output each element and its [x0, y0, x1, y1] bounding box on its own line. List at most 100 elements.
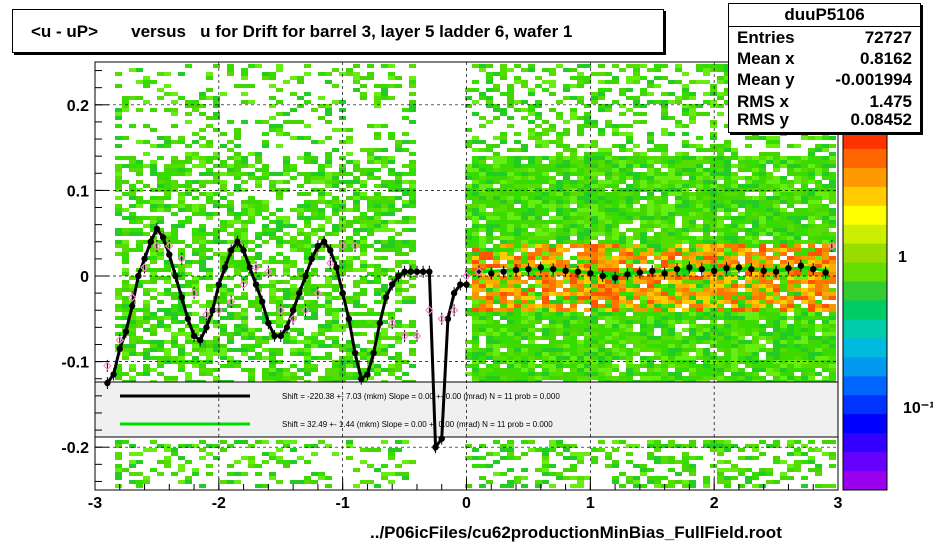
heatmap-cell	[255, 180, 262, 184]
heatmap-cell	[528, 364, 535, 368]
heatmap-cell	[213, 352, 220, 356]
heatmap-cell	[542, 164, 549, 168]
heatmap-cell	[535, 212, 542, 216]
heatmap-cell	[668, 328, 675, 332]
heatmap-cell	[514, 360, 521, 364]
heatmap-cell	[283, 332, 290, 336]
heatmap-cell	[283, 172, 290, 176]
heatmap-cell	[521, 348, 528, 352]
heatmap-cell	[325, 156, 332, 160]
heatmap-cell	[619, 276, 626, 280]
heatmap-cell	[395, 288, 402, 292]
heatmap-cell	[626, 108, 633, 112]
heatmap-cell	[521, 440, 528, 444]
heatmap-cell	[472, 344, 479, 348]
heatmap-cell	[612, 168, 619, 172]
heatmap-cell	[612, 308, 619, 312]
heatmap-cell	[234, 212, 241, 216]
heatmap-cell	[507, 360, 514, 364]
heatmap-cell	[185, 244, 192, 248]
heatmap-cell	[794, 280, 801, 284]
heatmap-cell	[486, 228, 493, 232]
heatmap-cell	[381, 84, 388, 88]
heatmap-cell	[374, 364, 381, 368]
heatmap-cell	[311, 188, 318, 192]
heatmap-cell	[500, 324, 507, 328]
heatmap-cell	[514, 108, 521, 112]
heatmap-cell	[143, 140, 150, 144]
heatmap-cell	[129, 232, 136, 236]
heatmap-cell	[766, 240, 773, 244]
heatmap-cell	[549, 344, 556, 348]
heatmap-cell	[745, 444, 752, 448]
heatmap-cell	[241, 324, 248, 328]
heatmap-cell	[668, 172, 675, 176]
heatmap-cell	[199, 128, 206, 132]
heatmap-cell	[465, 172, 472, 176]
heatmap-cell	[626, 160, 633, 164]
heatmap-cell	[171, 308, 178, 312]
heatmap-cell	[570, 196, 577, 200]
heatmap-cell	[178, 368, 185, 372]
heatmap-cell	[493, 352, 500, 356]
heatmap-cell	[682, 340, 689, 344]
heatmap-cell	[619, 180, 626, 184]
heatmap-cell	[752, 368, 759, 372]
heatmap-cell	[535, 252, 542, 256]
heatmap-cell	[136, 160, 143, 164]
heatmap-cell	[206, 444, 213, 448]
heatmap-cell	[500, 188, 507, 192]
heatmap-cell	[528, 312, 535, 316]
heatmap-cell	[647, 248, 654, 252]
heatmap-cell	[633, 364, 640, 368]
heatmap-cell	[696, 104, 703, 108]
heatmap-cell	[619, 132, 626, 136]
heatmap-cell	[164, 340, 171, 344]
heatmap-cell	[612, 480, 619, 484]
heatmap-cell	[661, 240, 668, 244]
heatmap-cell	[626, 268, 633, 272]
heatmap-cell	[745, 232, 752, 236]
heatmap-cell	[325, 372, 332, 376]
heatmap-cell	[479, 252, 486, 256]
heatmap-cell	[199, 252, 206, 256]
heatmap-cell	[591, 336, 598, 340]
heatmap-cell	[507, 116, 514, 120]
heatmap-cell	[206, 156, 213, 160]
heatmap-cell	[136, 80, 143, 84]
heatmap-cell	[514, 208, 521, 212]
heatmap-cell	[682, 108, 689, 112]
heatmap-cell	[269, 116, 276, 120]
heatmap-cell	[514, 220, 521, 224]
heatmap-cell	[500, 456, 507, 460]
heatmap-cell	[556, 300, 563, 304]
heatmap-cell	[717, 468, 724, 472]
heatmap-cell	[388, 184, 395, 188]
heatmap-cell	[360, 76, 367, 80]
heatmap-cell	[752, 240, 759, 244]
heatmap-cell	[703, 356, 710, 360]
heatmap-cell	[717, 112, 724, 116]
heatmap-cell	[185, 156, 192, 160]
heatmap-cell	[346, 72, 353, 76]
heatmap-cell	[647, 288, 654, 292]
heatmap-cell	[171, 344, 178, 348]
heatmap-cell	[794, 252, 801, 256]
heatmap-cell	[192, 292, 199, 296]
heatmap-cell	[213, 336, 220, 340]
heatmap-cell	[332, 284, 339, 288]
heatmap-cell	[360, 252, 367, 256]
heatmap-cell	[528, 332, 535, 336]
heatmap-cell	[542, 88, 549, 92]
heatmap-cell	[479, 176, 486, 180]
heatmap-cell	[150, 208, 157, 212]
heatmap-cell	[675, 280, 682, 284]
heatmap-cell	[696, 156, 703, 160]
heatmap-cell	[591, 360, 598, 364]
heatmap-cell	[269, 220, 276, 224]
heatmap-cell	[318, 344, 325, 348]
heatmap-cell	[479, 284, 486, 288]
heatmap-cell	[780, 212, 787, 216]
heatmap-cell	[717, 92, 724, 96]
heatmap-cell	[556, 188, 563, 192]
